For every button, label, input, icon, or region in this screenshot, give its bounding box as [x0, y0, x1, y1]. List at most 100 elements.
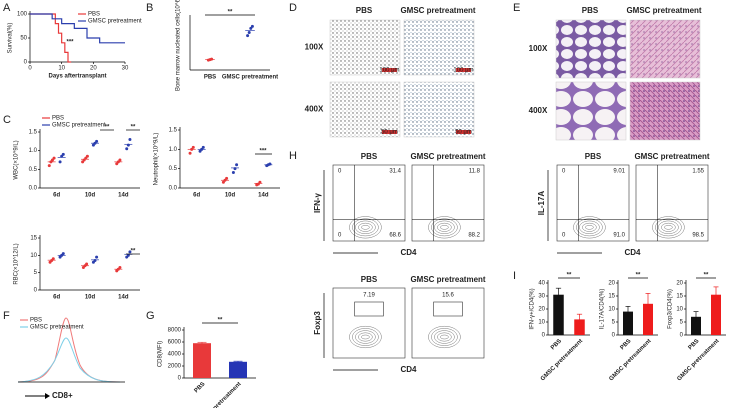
quadrant-value: 98.5 [692, 233, 704, 239]
y-tick-label: 1.0 [29, 148, 38, 154]
y-tick-label: 4000 [168, 352, 182, 358]
contour [349, 326, 382, 349]
data-point [52, 156, 56, 160]
x-axis-label: CD4 [400, 365, 417, 374]
scale-bar-label: 100 μm [453, 68, 473, 74]
plot-title: GMSC pretreatment [410, 152, 485, 161]
y-tick-label: 0 [34, 288, 38, 294]
legend-label: GMSC pretreatment [52, 123, 106, 129]
data-point [235, 163, 239, 167]
panel-letter: E [513, 2, 520, 14]
data-point [51, 257, 55, 261]
contour [573, 216, 606, 239]
x-tick-label: PBS [194, 381, 207, 394]
quadrant-value: 0 [338, 169, 342, 175]
x-tick-label: 14d [118, 295, 129, 301]
scale-bar-label: 50 μm [455, 130, 472, 136]
data-point [125, 147, 129, 151]
survival-line [30, 13, 125, 44]
contour [355, 330, 376, 344]
gate-value: 15.6 [442, 293, 454, 299]
quadrant-value: 88.2 [468, 233, 480, 239]
x-tick-label: 30 [122, 66, 129, 72]
x-axis-label: Days aftertransplant [48, 74, 106, 80]
y-axis-label: IFN-γ [313, 192, 322, 213]
y-tick-label: 20 [608, 281, 615, 287]
column-header: GMSC pretreatment [626, 6, 701, 15]
significance: *** [66, 40, 74, 46]
micrograph [555, 81, 627, 141]
panel-letter: A [3, 2, 11, 14]
y-axis-label: Bone marrow nucleated cells(10^6) [176, 0, 182, 91]
contour [352, 218, 379, 237]
contour [664, 225, 673, 230]
legend-label: PBS [52, 116, 64, 122]
bar [574, 319, 585, 335]
micrograph [329, 81, 401, 138]
row-label: 100X [529, 44, 548, 53]
micrograph [555, 19, 627, 79]
significance: ** [567, 273, 572, 279]
y-axis-label: IL-17A [537, 191, 546, 216]
contour [428, 326, 461, 349]
data-point [258, 180, 262, 184]
y-tick-label: 0.0 [169, 186, 178, 192]
data-point [249, 26, 253, 30]
contour [434, 220, 455, 234]
bar [553, 294, 564, 335]
legend-label: PBS [88, 12, 100, 18]
contour [440, 334, 449, 340]
x-tick-label: 20 [90, 66, 97, 72]
bar [643, 303, 653, 335]
panel-letter: H [289, 150, 297, 162]
data-point [61, 252, 65, 256]
data-point [118, 158, 122, 162]
contour [652, 216, 685, 239]
panel-letter: I [513, 270, 516, 282]
y-tick-label: 15 [30, 236, 37, 242]
column-header: GMSC pretreatment [400, 6, 475, 15]
x-tick-label: 6d [193, 193, 200, 199]
y-tick-label: 1.5 [169, 128, 178, 134]
contour [661, 222, 676, 232]
scale-bar [382, 130, 397, 134]
arrow-head [45, 393, 50, 399]
panel-letter: B [146, 2, 153, 14]
y-tick-label: 10 [608, 307, 615, 313]
data-point [47, 164, 51, 168]
y-tick-label: 5 [612, 320, 616, 326]
quadrant-value: 31.4 [389, 169, 401, 175]
legend-label: PBS [30, 318, 42, 324]
data-point [85, 154, 89, 158]
contour [431, 328, 458, 346]
x-tick-label: GMSC pretreatment [222, 75, 278, 81]
x-tick-label: 14d [258, 193, 269, 199]
y-tick-label: 10 [676, 307, 683, 313]
flow-plot [556, 164, 630, 242]
flow-plot [332, 164, 406, 242]
significance: ** [131, 125, 136, 131]
bar [193, 343, 211, 378]
x-tick-label: 10 [58, 66, 65, 72]
data-point [93, 259, 97, 263]
x-tick-label: 10d [225, 193, 236, 199]
y-tick-label: 2000 [168, 364, 182, 370]
y-axis-label: IL-17A/CD4(%) [600, 289, 606, 330]
data-point [61, 152, 65, 156]
data-point [58, 160, 62, 164]
micrograph [629, 19, 701, 79]
quadrant-value: 1.55 [692, 169, 704, 175]
plot-title: PBS [361, 152, 378, 161]
y-tick-label: 6000 [168, 340, 182, 346]
y-tick-label: 0 [612, 333, 616, 339]
flow-plot [411, 287, 485, 359]
contour [582, 222, 597, 232]
y-tick-label: 0 [178, 376, 182, 382]
quadrant-value: 11.8 [469, 169, 481, 175]
contour [437, 332, 452, 342]
y-tick-label: 1.0 [169, 147, 178, 153]
y-tick-label: 20 [676, 281, 683, 287]
x-tick-label: 6d [53, 295, 60, 301]
gate [354, 301, 384, 317]
